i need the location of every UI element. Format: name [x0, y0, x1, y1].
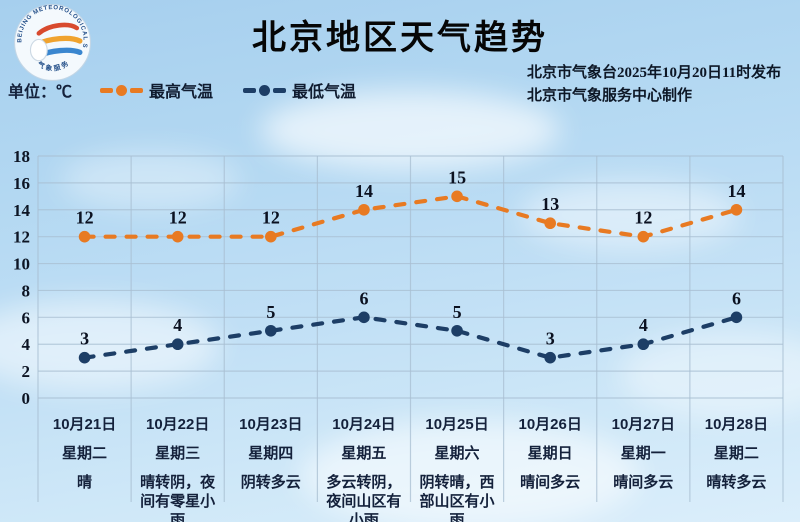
data-point [637, 338, 650, 351]
point-value-label: 3 [546, 329, 555, 349]
unit-label: 单位：℃ [8, 84, 73, 101]
series-line [82, 194, 739, 239]
y-tick-label: 12 [13, 228, 30, 247]
data-point [544, 351, 556, 364]
point-value-label: 13 [541, 194, 559, 214]
data-point [78, 351, 91, 364]
data-point [358, 203, 370, 216]
date-label: 10月21日 [52, 416, 117, 433]
data-point [451, 324, 463, 337]
series-line [82, 315, 739, 360]
logo-dove-shape [29, 38, 48, 62]
date-label: 10月22日 [146, 416, 210, 433]
data-point [265, 324, 277, 337]
legend-row: 单位：℃ 最高气温 最低气温 [8, 78, 386, 102]
day-column: 10月28日 星期二晴转多云 [690, 409, 783, 513]
y-tick-label: 0 [22, 389, 31, 408]
weekday-label: 星期五 [341, 445, 387, 462]
weekday-label: 星期日 [527, 445, 573, 462]
data-point [730, 203, 743, 216]
point-value-label: 12 [76, 208, 94, 228]
data-point [358, 311, 370, 324]
weather-label: 阴转多云 [240, 474, 301, 491]
cloud-decoration [300, 420, 640, 522]
y-tick-label: 2 [22, 362, 31, 381]
y-tick-label: 16 [13, 174, 30, 193]
legend-item-low: 最低气温 [243, 78, 356, 102]
day-column: 10月24日 星期五多云转阴，夜间山区有小雨 [317, 409, 410, 522]
data-point [78, 230, 91, 243]
y-tick-label: 4 [22, 335, 31, 354]
low-temp-label: 最低气温 [292, 84, 357, 101]
day-column: 10月23日 星期四阴转多云 [224, 409, 317, 513]
high-temp-swatch [100, 84, 144, 96]
y-tick-label: 14 [13, 201, 31, 220]
weekday-label: 星期二 [62, 445, 108, 462]
point-value-label: 3 [80, 329, 89, 349]
weather-label: 晴间多云 [520, 474, 581, 491]
weather-label: 晴间多云 [613, 474, 674, 491]
weather-label: 多云转阴，夜间山区有小雨 [326, 474, 402, 522]
high-temp-label: 最高气温 [149, 84, 214, 101]
data-point [451, 190, 463, 203]
date-label: 10月28日 [704, 416, 769, 433]
y-tick-label: 10 [13, 255, 30, 274]
point-value-label: 12 [634, 208, 652, 228]
weekday-label: 星期六 [434, 445, 480, 462]
weather-label: 阴转晴，西部山区有小雨 [419, 474, 495, 522]
y-tick-label: 8 [22, 281, 31, 300]
data-point [544, 217, 556, 230]
date-label: 10月27日 [611, 416, 675, 433]
point-value-label: 5 [266, 302, 275, 322]
low-temp-swatch [243, 84, 287, 96]
data-point [171, 230, 184, 243]
date-label: 10月24日 [332, 416, 396, 433]
point-value-label: 6 [359, 288, 368, 308]
point-value-label: 4 [639, 315, 648, 335]
point-value-label: 12 [169, 208, 187, 228]
y-tick-label: 18 [13, 147, 30, 166]
point-value-label: 5 [453, 302, 462, 322]
weekday-label: 星期一 [620, 445, 666, 462]
day-column: 10月27日 星期一晴间多云 [597, 409, 690, 513]
point-value-label: 4 [173, 315, 182, 335]
legend-item-high: 最高气温 [100, 78, 213, 102]
cloud-decoration [620, 330, 800, 420]
weather-label: 晴 [77, 474, 93, 491]
data-point [637, 230, 650, 243]
point-value-label: 14 [727, 181, 745, 201]
publisher-info: 北京市气象台2025年10月20日11时发布 北京市气象服务中心制作 [527, 62, 781, 108]
point-value-label: 14 [355, 181, 373, 201]
publisher-line1: 北京市气象台2025年10月20日11时发布 [527, 65, 782, 81]
publisher-line2: 北京市气象服务中心制作 [527, 88, 693, 104]
date-label: 10月26日 [518, 416, 582, 433]
data-point [171, 338, 184, 351]
data-point [730, 311, 743, 324]
day-column: 10月25日 星期六阴转晴，西部山区有小雨 [411, 409, 504, 522]
weekday-label: 星期二 [713, 445, 759, 462]
cloud-decoration [60, 150, 240, 210]
data-point [265, 230, 277, 243]
day-column: 10月22日 星期三晴转阴，夜间有零星小雨 [131, 409, 224, 522]
weather-label: 晴转阴，夜间有零星小雨 [140, 474, 216, 522]
x-axis-labels: 10月21日 星期二晴 10月22日 星期三 晴转阴，夜间有零星小雨 10月23日 星期四阴… [38, 409, 783, 522]
date-label: 10月25日 [425, 416, 489, 433]
point-value-label: 12 [262, 208, 280, 228]
point-value-label: 15 [448, 167, 466, 187]
weekday-label: 星期四 [248, 445, 294, 462]
point-value-label: 6 [732, 288, 741, 308]
weekday-label: 星期三 [155, 445, 201, 462]
y-tick-label: 6 [22, 308, 31, 327]
day-column: 10月21日 星期二晴 [38, 409, 131, 513]
cloud-decoration [520, 180, 740, 250]
date-label: 10月23日 [239, 416, 303, 433]
page-title: 北京地区天气趋势 [252, 20, 548, 57]
day-column: 10月26日 星期日晴间多云 [504, 409, 597, 513]
beijing-meteorological-service-logo: BEIJING METEOROLOGICAL SERVICE 气象服务 [13, 3, 92, 82]
weather-label: 晴转多云 [706, 474, 767, 491]
logo-red-swoosh [36, 22, 80, 36]
